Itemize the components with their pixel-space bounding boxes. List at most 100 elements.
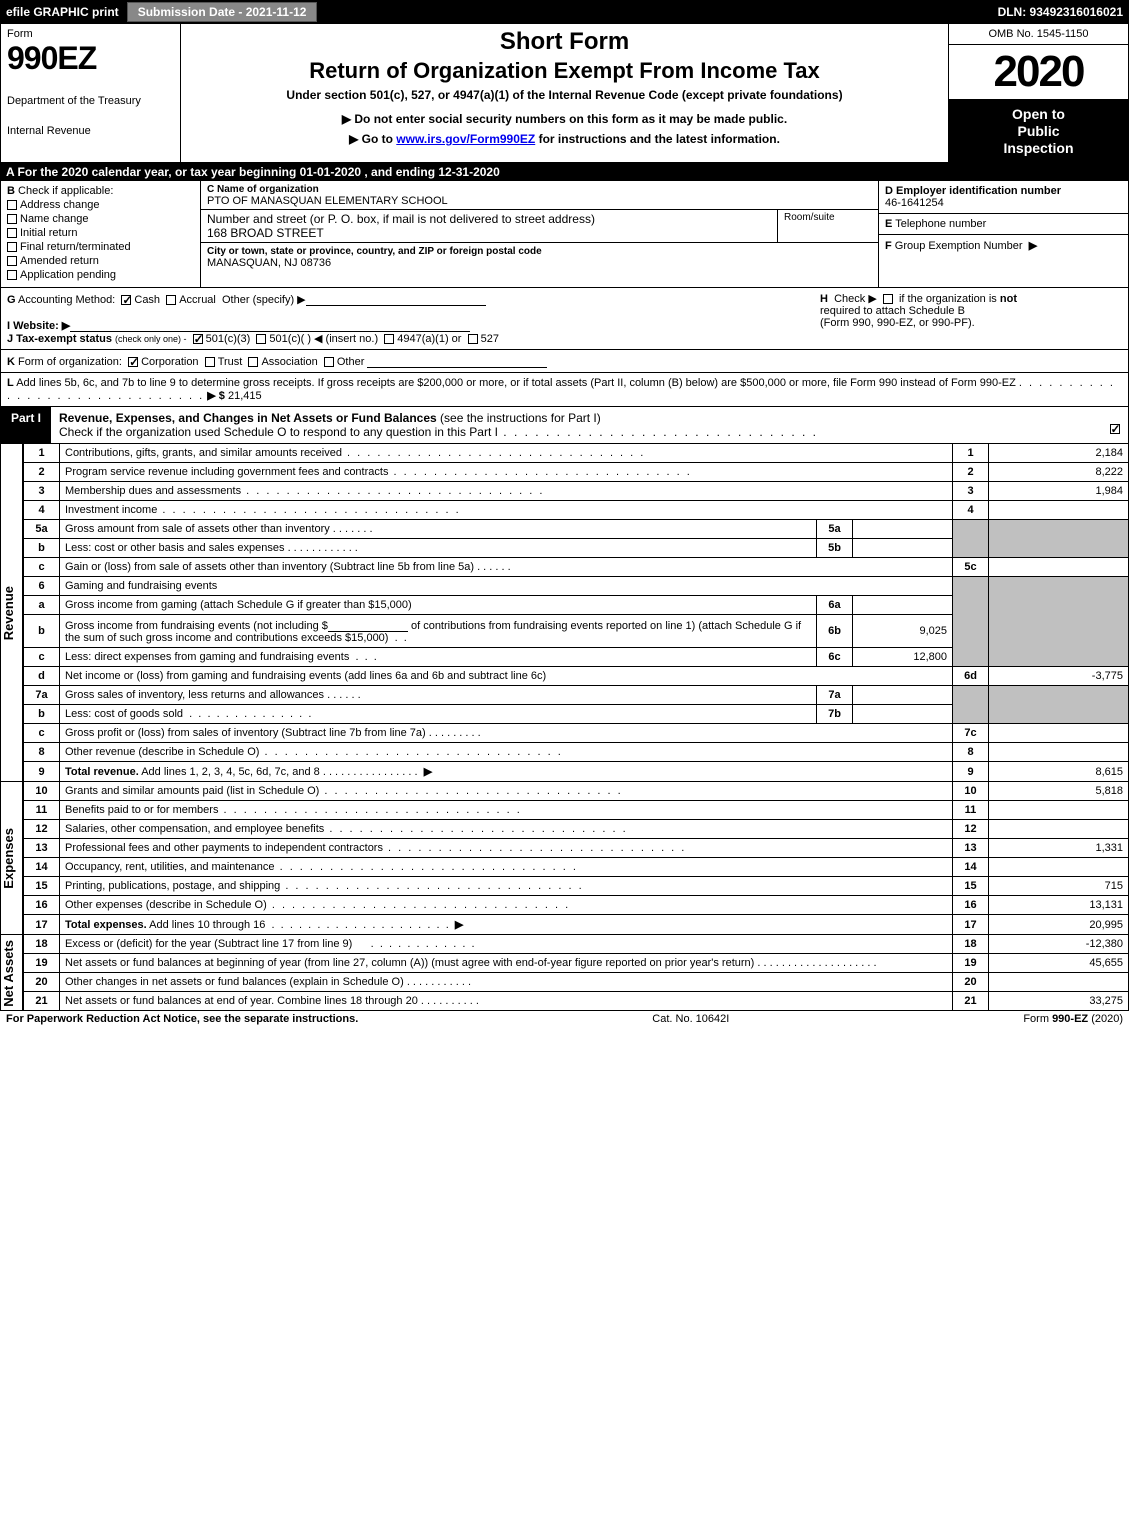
l19-val: 45,655 — [989, 954, 1129, 973]
footer-right-pre: Form — [1023, 1013, 1052, 1025]
l6d-ref: 6d — [953, 667, 989, 686]
footer-right-bold: 990-EZ — [1052, 1013, 1088, 1025]
line-16: 16 Other expenses (describe in Schedule … — [24, 896, 1129, 915]
note-link: ▶ Go to www.irs.gov/Form990EZ for instru… — [187, 132, 942, 146]
l19-desc: Net assets or fund balances at beginning… — [65, 957, 754, 969]
l7a-num: 7a — [24, 686, 60, 705]
row-k: K Form of organization: Corporation Trus… — [0, 350, 1129, 373]
chk-other-org[interactable] — [324, 357, 334, 367]
l5ab-gray-ref — [953, 520, 989, 558]
netassets-vlabel: Net Assets — [1, 940, 22, 1007]
submission-date-button[interactable]: Submission Date - 2021-11-12 — [127, 2, 318, 22]
l12-ref: 12 — [953, 820, 989, 839]
expenses-table: 10 Grants and similar amounts paid (list… — [23, 782, 1129, 935]
l-value: 21,415 — [228, 390, 262, 402]
addr-label: Number and street (or P. O. box, if mail… — [207, 212, 595, 226]
l3-val: 1,984 — [989, 482, 1129, 501]
l6-desc: Gaming and fundraising events — [60, 577, 953, 596]
chk-address-label: Address change — [20, 199, 100, 211]
l15-ref: 15 — [953, 877, 989, 896]
k-trust: Trust — [218, 356, 243, 368]
l10-desc: Grants and similar amounts paid (list in… — [65, 785, 319, 797]
chk-schedule-o[interactable] — [1110, 424, 1120, 434]
l10-ref: 10 — [953, 782, 989, 801]
i-website-field[interactable] — [70, 318, 470, 332]
l13-val: 1,331 — [989, 839, 1129, 858]
l6b-ival: 9,025 — [853, 615, 953, 648]
l7b-num: b — [24, 705, 60, 724]
l3-desc: Membership dues and assessments — [65, 485, 241, 497]
dept-treasury: Department of the Treasury — [7, 95, 174, 107]
chk-initial-return[interactable] — [7, 228, 17, 238]
inspect-3: Inspection — [953, 140, 1124, 157]
chk-assoc[interactable] — [248, 357, 258, 367]
h-text1: Check ▶ — [834, 293, 877, 305]
l6d-desc: Net income or (loss) from gaming and fun… — [60, 667, 953, 686]
l20-desc: Other changes in net assets or fund bala… — [65, 976, 404, 988]
note2-post: for instructions and the latest informat… — [535, 132, 780, 146]
line-3: 3 Membership dues and assessments 3 1,98… — [24, 482, 1129, 501]
revenue-table: 1 Contributions, gifts, grants, and simi… — [23, 444, 1129, 782]
chk-trust[interactable] — [205, 357, 215, 367]
chk-501c[interactable] — [256, 334, 266, 344]
chk-final-return[interactable] — [7, 242, 17, 252]
inspect-1: Open to — [953, 106, 1124, 123]
l7ab-gray-ref — [953, 686, 989, 724]
chk-527[interactable] — [468, 334, 478, 344]
line-8: 8 Other revenue (describe in Schedule O)… — [24, 743, 1129, 762]
h-side: H Check ▶ if the organization is not req… — [812, 292, 1122, 345]
g-accrual: Accrual — [179, 294, 216, 306]
l2-desc: Program service revenue including govern… — [65, 466, 388, 478]
chk-address-change[interactable] — [7, 200, 17, 210]
entity-middle: C Name of organization PTO OF MANASQUAN … — [201, 181, 878, 287]
chk-application-pending[interactable] — [7, 270, 17, 280]
l17-ref: 17 — [953, 915, 989, 935]
l6b-amount-field[interactable] — [328, 618, 408, 632]
chk-4947[interactable] — [384, 334, 394, 344]
line-6: 6 Gaming and fundraising events — [24, 577, 1129, 596]
l20-ref: 20 — [953, 973, 989, 992]
l10-num: 10 — [24, 782, 60, 801]
l17-arrow: ▶ — [455, 919, 463, 931]
l18-desc: Excess or (deficit) for the year (Subtra… — [65, 938, 352, 950]
l17-val: 20,995 — [989, 915, 1129, 935]
l18-val: -12,380 — [989, 935, 1129, 954]
line-21: 21 Net assets or fund balances at end of… — [24, 992, 1129, 1011]
chk-h[interactable] — [883, 294, 893, 304]
l19-num: 19 — [24, 954, 60, 973]
irs-link[interactable]: www.irs.gov/Form990EZ — [396, 132, 535, 146]
chk-amended-return[interactable] — [7, 256, 17, 266]
chk-corp[interactable] — [128, 357, 138, 367]
l1-desc: Contributions, gifts, grants, and simila… — [65, 447, 342, 459]
part1-title-bold: Revenue, Expenses, and Changes in Net As… — [59, 411, 437, 425]
l4-num: 4 — [24, 501, 60, 520]
chk-name-change[interactable] — [7, 214, 17, 224]
k-corp: Corporation — [141, 356, 198, 368]
g-other-field[interactable] — [306, 292, 486, 306]
group-exemption-row: F Group Exemption Number ▶ — [879, 235, 1128, 287]
k-other: Other — [337, 356, 365, 368]
f-arrow: ▶ — [1029, 240, 1037, 252]
footer-mid: Cat. No. 10642I — [652, 1013, 729, 1025]
l21-desc: Net assets or fund balances at end of ye… — [65, 995, 418, 1007]
part1-title: Revenue, Expenses, and Changes in Net As… — [51, 407, 1104, 443]
l5a-num: 5a — [24, 520, 60, 539]
l6c-num: c — [24, 648, 60, 667]
line-9: 9 Total revenue. Add lines 1, 2, 3, 4, 5… — [24, 762, 1129, 782]
l16-ref: 16 — [953, 896, 989, 915]
header-right: OMB No. 1545-1150 2020 Open to Public In… — [948, 24, 1128, 162]
calendar-year-row: A For the 2020 calendar year, or tax yea… — [0, 163, 1129, 181]
l11-ref: 11 — [953, 801, 989, 820]
l4-desc: Investment income — [65, 504, 157, 516]
chk-cash[interactable] — [121, 295, 131, 305]
l8-num: 8 — [24, 743, 60, 762]
l5c-ref: 5c — [953, 558, 989, 577]
form-word: Form — [7, 28, 174, 40]
k-other-field[interactable] — [367, 354, 547, 368]
l5b-desc: Less: cost or other basis and sales expe… — [65, 542, 285, 554]
chk-501c3[interactable] — [193, 334, 203, 344]
l2-num: 2 — [24, 463, 60, 482]
form-title: Return of Organization Exempt From Incom… — [187, 58, 942, 84]
chk-accrual[interactable] — [166, 295, 176, 305]
l5ab-gray-val — [989, 520, 1129, 558]
